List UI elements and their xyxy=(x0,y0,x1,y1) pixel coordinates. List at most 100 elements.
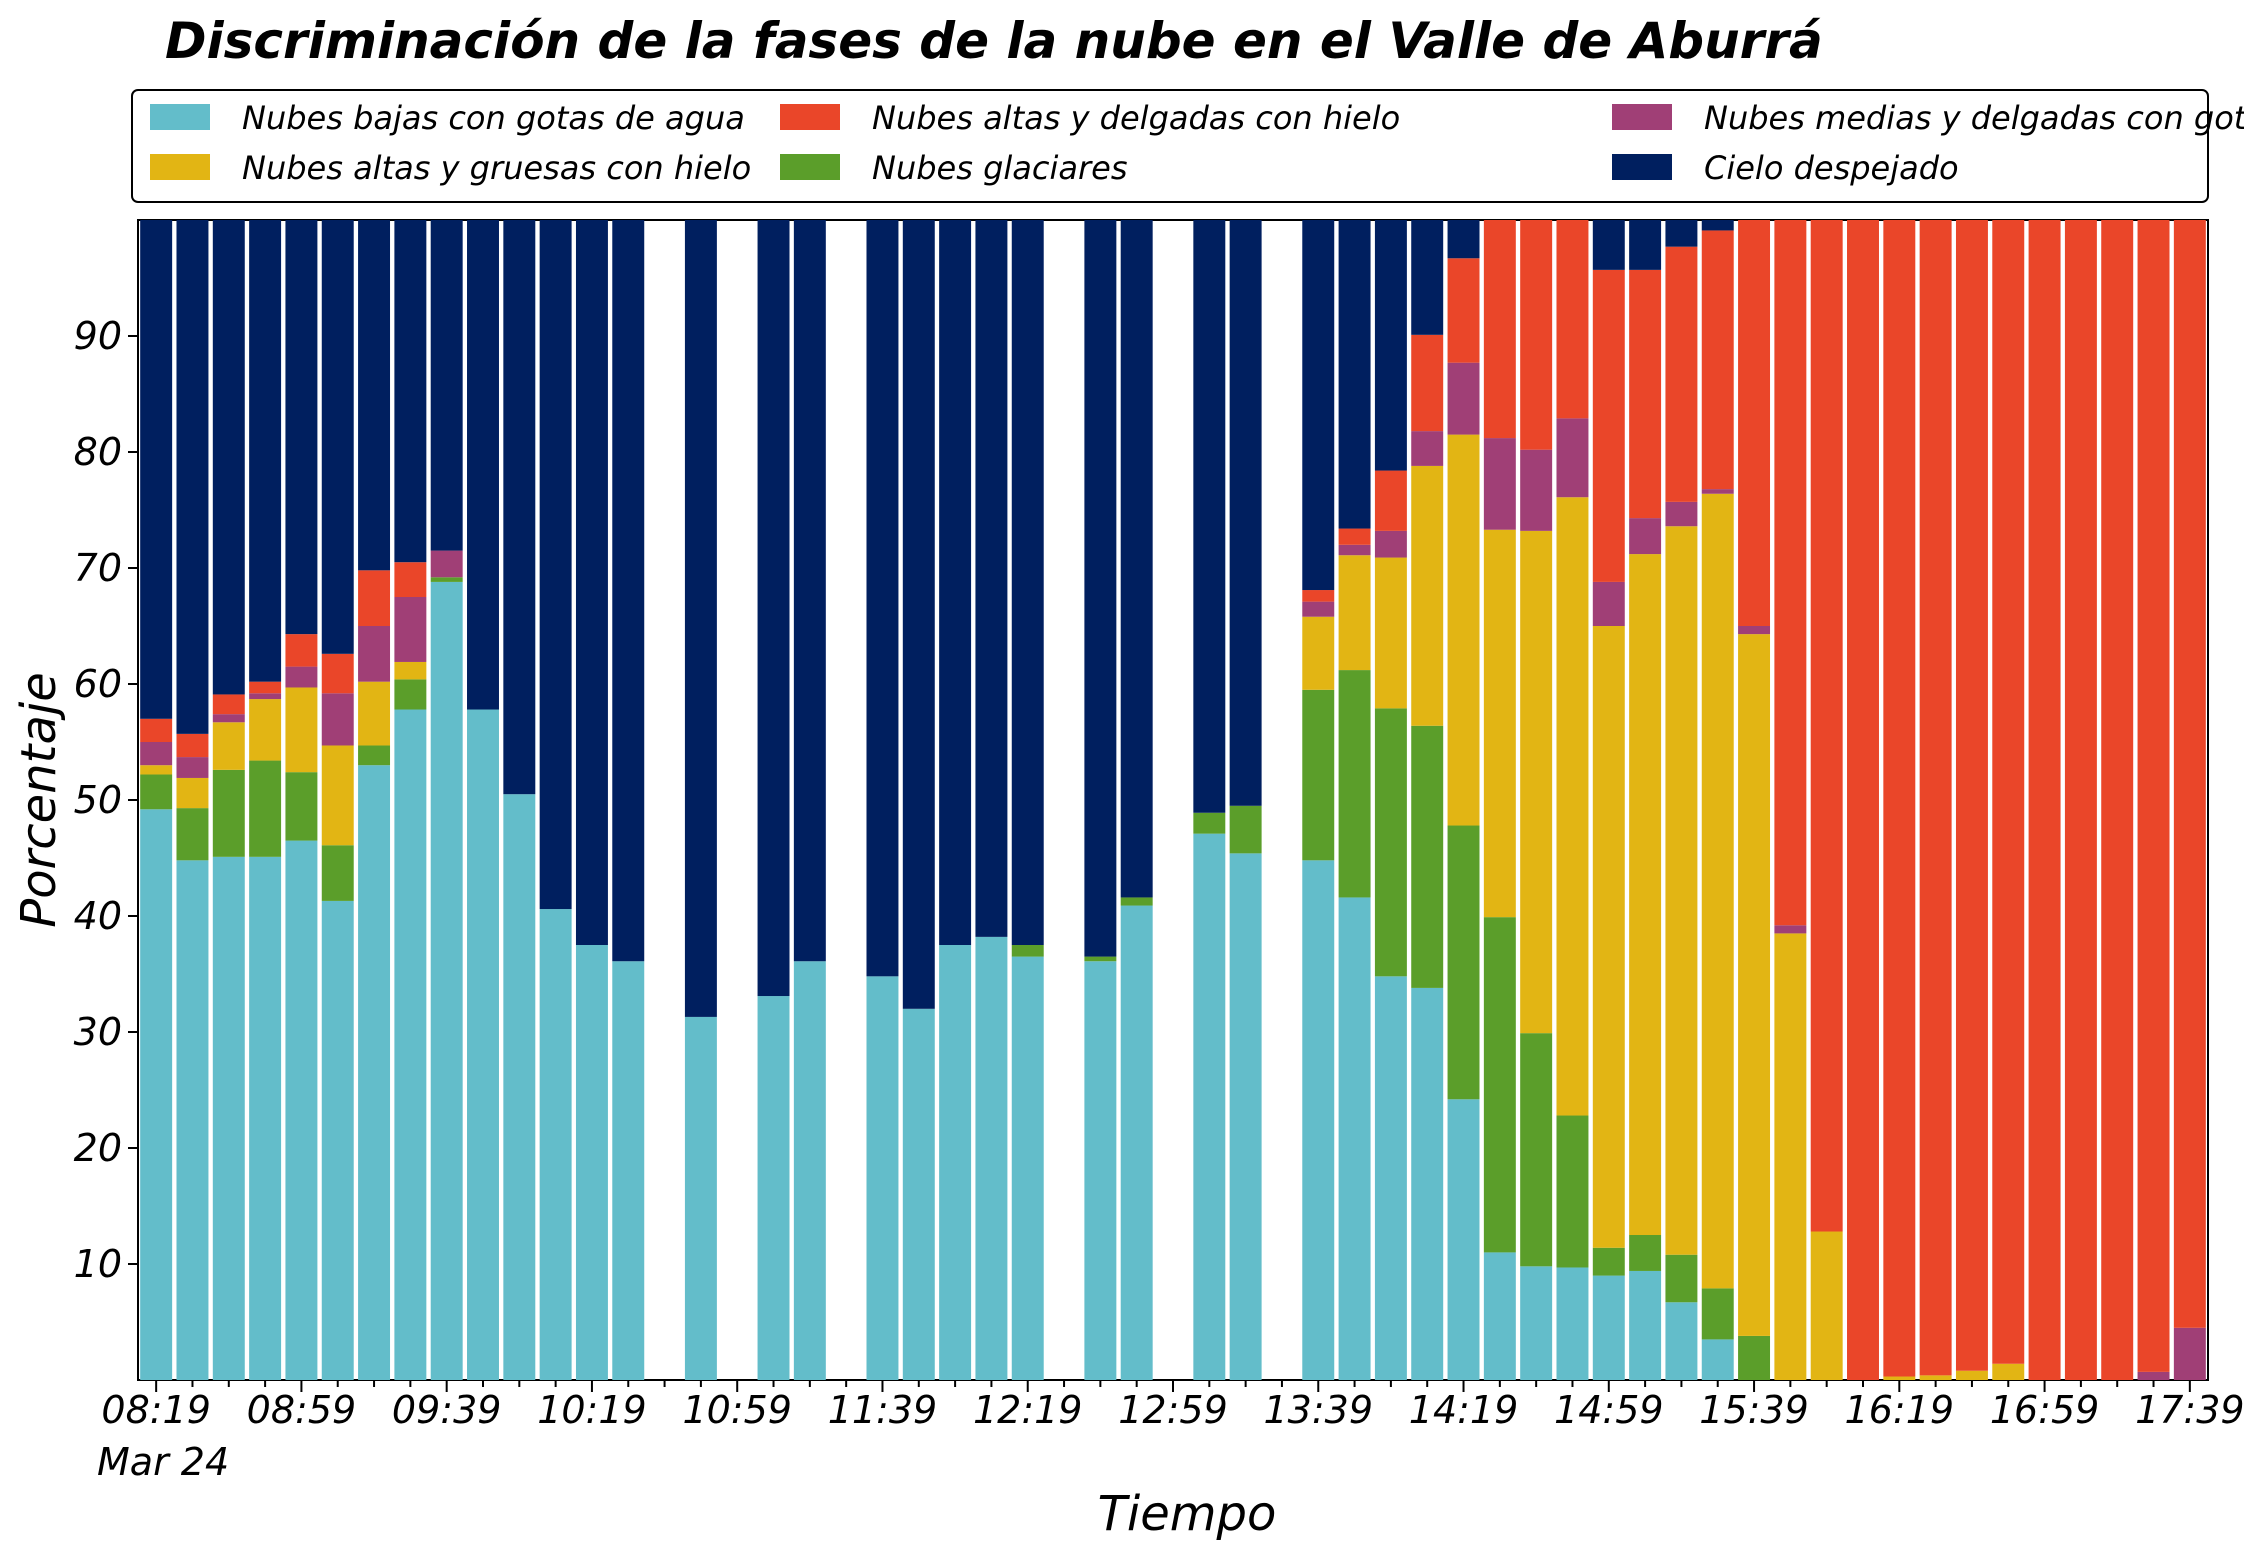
bar-segment-0939-s0 xyxy=(430,581,463,1380)
bar-segment-1219-s1 xyxy=(1011,945,1044,957)
bar-segment-1119-s0 xyxy=(793,961,826,1380)
bar-segment-1719-s4 xyxy=(2101,220,2134,1380)
legend-swatch xyxy=(780,104,840,130)
bar-segment-0859-s1 xyxy=(285,772,318,841)
bar-segment-1349-s5 xyxy=(1338,220,1371,529)
bar-segment-0909-s1 xyxy=(321,845,354,901)
bar-segment-0829-s5 xyxy=(176,220,209,734)
bar-segment-1539-s2 xyxy=(1738,634,1771,1336)
bar-segment-1519-s5 xyxy=(1665,220,1698,247)
bar-segment-0829-s3 xyxy=(176,757,209,778)
bar-segment-1549-s2 xyxy=(1774,933,1807,1380)
bar-segment-1509-s4 xyxy=(1629,269,1662,519)
bar-segment-1109-s0 xyxy=(757,996,790,1380)
bar-segment-1739-s3 xyxy=(2173,1327,2206,1380)
bar-segment-1509-s1 xyxy=(1629,1235,1662,1271)
bar-segment-1429-s3 xyxy=(1483,438,1516,530)
x-axis-label: Tiempo xyxy=(1098,1486,1277,1542)
bar-segment-1739-s4 xyxy=(2173,220,2206,1328)
bar-segment-0929-s1 xyxy=(394,679,427,710)
bar-segment-0859-s3 xyxy=(285,666,318,688)
bar-segment-1439-s3 xyxy=(1520,449,1553,531)
bar-segment-1419-s2 xyxy=(1447,434,1480,826)
bar-segment-1419-s3 xyxy=(1447,362,1480,435)
bar-segment-1349-s4 xyxy=(1338,528,1371,545)
bar-segment-1149-s5 xyxy=(902,220,935,1009)
legend-label: Nubes medias y delgadas con gotas de agu… xyxy=(1704,99,2244,137)
bar-segment-1159-s0 xyxy=(939,945,972,1380)
bar-segment-1439-s0 xyxy=(1520,1266,1553,1380)
bar-segment-1409-s3 xyxy=(1411,431,1444,466)
x-tick-label: 08:19 xyxy=(101,1388,211,1432)
bar-segment-1449-s0 xyxy=(1556,1267,1589,1380)
bar-segment-1339-s4 xyxy=(1302,590,1335,602)
bar-segment-1249-s5 xyxy=(1120,220,1153,898)
bar-segment-1239-s0 xyxy=(1084,961,1117,1380)
plot-area: 10 20 30 40 50 60 70 80 90 08:19 08:59 09:39 10:19 1… xyxy=(74,219,2244,1432)
bar-segment-0849-s2 xyxy=(249,699,282,761)
x-tick-label: 16:19 xyxy=(1845,1388,1955,1432)
bar-segment-1609-s4 xyxy=(1847,220,1879,1380)
bar-segment-1529-s0 xyxy=(1701,1339,1734,1380)
bar-segment-0839-s0 xyxy=(212,856,245,1380)
bar-segment-1559-s4 xyxy=(1810,220,1843,1232)
bar-segment-1459-s1 xyxy=(1592,1247,1625,1276)
bar-segment-1629-s4 xyxy=(1919,220,1952,1376)
bar-segment-1529-s3 xyxy=(1701,489,1734,494)
bar-segment-0929-s3 xyxy=(394,597,427,662)
bar-segment-1019-s0 xyxy=(575,945,608,1380)
bar-segment-1459-s2 xyxy=(1592,626,1625,1248)
legend-swatch xyxy=(780,154,840,180)
bar-segment-1449-s2 xyxy=(1556,497,1589,1116)
x-tick-label: 17:39 xyxy=(2135,1388,2244,1432)
bar-segment-0819-s2 xyxy=(140,765,173,775)
bar-segment-1639-s2 xyxy=(1955,1370,1988,1380)
bar-segment-1449-s1 xyxy=(1556,1115,1589,1268)
bar-segment-1349-s0 xyxy=(1338,897,1371,1380)
x-tick-label: 14:19 xyxy=(1409,1388,1519,1432)
bar-segment-1419-s1 xyxy=(1447,825,1480,1100)
x-tick-label: 14:59 xyxy=(1554,1388,1664,1432)
bar-segment-1239-s1 xyxy=(1084,956,1117,962)
bar-segment-1429-s1 xyxy=(1483,917,1516,1253)
bar-segment-1159-s5 xyxy=(939,220,972,945)
bar-segment-1339-s0 xyxy=(1302,860,1335,1380)
bar-segment-1459-s4 xyxy=(1592,269,1625,582)
bar-segment-1359-s1 xyxy=(1374,708,1407,977)
bar-segment-1459-s5 xyxy=(1592,220,1625,270)
bar-segment-0949-s5 xyxy=(467,220,499,710)
bar-segment-1529-s1 xyxy=(1701,1288,1734,1340)
bar-segment-1119-s5 xyxy=(793,220,826,962)
bar-segment-1509-s0 xyxy=(1629,1270,1662,1380)
bar-segment-0939-s1 xyxy=(430,577,463,582)
bar-segment-0919-s2 xyxy=(358,681,391,746)
bar-segment-1149-s0 xyxy=(902,1008,935,1380)
bar-segment-0919-s0 xyxy=(358,765,391,1380)
bar-segment-1459-s0 xyxy=(1592,1275,1625,1380)
bar-segment-0909-s4 xyxy=(321,653,354,694)
bar-segment-0919-s5 xyxy=(358,220,391,571)
x-axis: 08:19 08:59 09:39 10:19 10:59 11:39 12:19 12:59… xyxy=(101,1380,2244,1432)
bar-segment-1009-s0 xyxy=(539,909,572,1380)
bar-segment-1519-s1 xyxy=(1665,1254,1698,1303)
y-tick-label: 40 xyxy=(74,894,122,938)
bar-segment-1339-s1 xyxy=(1302,689,1335,861)
legend-label: Nubes bajas con gotas de agua xyxy=(242,99,745,137)
x-tick-label: 11:39 xyxy=(828,1388,938,1432)
bar-segment-1509-s3 xyxy=(1629,518,1662,555)
bar-segment-0849-s5 xyxy=(249,220,282,682)
bar-segment-1029-s0 xyxy=(612,961,645,1380)
bar-segment-1629-s2 xyxy=(1919,1375,1952,1380)
bar-segment-1239-s5 xyxy=(1084,220,1117,957)
legend-swatch xyxy=(1612,104,1672,130)
bar-segment-1439-s4 xyxy=(1520,220,1553,450)
bar-segment-0829-s2 xyxy=(176,777,209,809)
bar-segment-0909-s3 xyxy=(321,693,354,746)
bar-segment-1249-s0 xyxy=(1120,905,1153,1380)
bar-segment-1429-s4 xyxy=(1483,220,1516,439)
bar-segment-0839-s2 xyxy=(212,722,245,770)
y-axis-label: Porcentaje xyxy=(11,672,67,928)
y-tick-label: 60 xyxy=(74,662,122,706)
bar-segment-1539-s3 xyxy=(1738,626,1771,635)
bar-segment-0839-s5 xyxy=(212,220,245,695)
